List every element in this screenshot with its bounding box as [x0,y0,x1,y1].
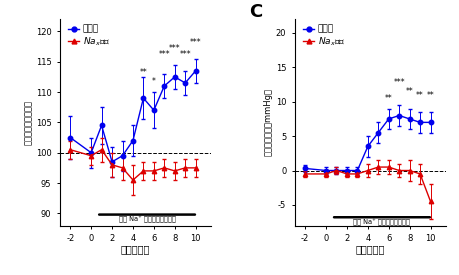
Text: **: ** [384,94,392,103]
Text: **: ** [139,68,147,77]
Text: 高張 Na⁺ 溶液の脳室内注入: 高張 Na⁺ 溶液の脳室内注入 [353,218,409,226]
X-axis label: 時間（分）: 時間（分） [121,244,150,254]
Legend: 野生型, $\it{Na}$$_x$欠損: 野生型, $\it{Na}$$_x$欠損 [302,24,345,49]
Text: **: ** [405,87,413,96]
Text: ***: *** [158,50,170,59]
Y-axis label: 交感神経活動（％）: 交感神経活動（％） [24,100,33,145]
Text: *: * [151,77,156,86]
Text: ***: *** [168,44,180,53]
X-axis label: 時間（分）: 時間（分） [355,244,384,254]
Y-axis label: 血圧の変化量（mmHg）: 血圧の変化量（mmHg） [263,88,273,156]
Text: C: C [249,3,262,21]
Legend: 野生型, $\it{Na}$$_x$欠損: 野生型, $\it{Na}$$_x$欠損 [67,24,111,49]
Text: **: ** [425,91,433,100]
Text: **: ** [415,91,423,100]
Text: 高張 Na⁺ 溶液の脳室内注入: 高張 Na⁺ 溶液の脳室内注入 [118,216,175,223]
Text: ***: *** [190,38,201,46]
Text: ***: *** [392,78,404,87]
Text: ***: *** [179,50,190,59]
